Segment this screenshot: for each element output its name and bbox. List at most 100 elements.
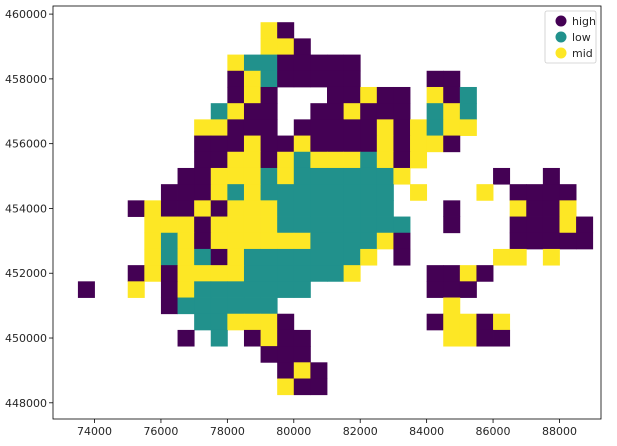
cell-high (210, 248, 228, 266)
cell-low (327, 248, 345, 266)
cell-low (277, 281, 295, 298)
cell-low (160, 232, 178, 250)
cell-high (77, 281, 95, 298)
cell-mid (542, 248, 560, 266)
cell-mid (243, 167, 261, 185)
cell-high (360, 103, 378, 120)
cell-high (260, 86, 278, 104)
cell-mid (194, 265, 212, 282)
cell-mid (443, 329, 461, 347)
cell-high (393, 248, 411, 266)
legend-marker-mid (555, 47, 567, 59)
cell-low (194, 313, 212, 331)
cell-high (277, 135, 295, 153)
cell-high (526, 216, 544, 234)
cell-low (277, 216, 295, 234)
cell-high (542, 216, 560, 234)
cell-mid (376, 232, 394, 250)
cell-high (443, 135, 461, 153)
cell-low (260, 167, 278, 185)
cell-low (310, 167, 328, 185)
cell-mid (210, 184, 228, 201)
cell-mid (277, 38, 295, 55)
cell-mid (227, 54, 245, 72)
cell-high (160, 281, 178, 298)
cell-high (177, 184, 195, 201)
cell-mid (243, 70, 261, 88)
cell-mid (260, 313, 278, 331)
cell-mid (426, 86, 444, 104)
cell-low (327, 216, 345, 234)
cell-mid (443, 297, 461, 315)
cell-mid (243, 86, 261, 104)
cell-mid (393, 167, 411, 185)
cell-low (376, 184, 394, 201)
cell-mid (459, 119, 477, 136)
cell-high (493, 329, 511, 347)
cell-high (277, 22, 295, 39)
cell-mid (343, 151, 361, 169)
cell-low (210, 313, 228, 331)
cell-mid (509, 248, 527, 266)
cell-high (476, 329, 494, 347)
cell-mid (376, 135, 394, 153)
cell-mid (327, 151, 345, 169)
cell-mid (243, 200, 261, 217)
cell-mid (343, 265, 361, 282)
cell-low (260, 248, 278, 266)
cell-high (426, 313, 444, 331)
cell-low (293, 184, 311, 201)
cell-mid (459, 265, 477, 282)
cell-high (393, 86, 411, 104)
cell-high (227, 135, 245, 153)
cell-mid (277, 167, 295, 185)
cell-high (360, 135, 378, 153)
cell-high (343, 54, 361, 72)
cell-mid (243, 151, 261, 169)
cell-high (277, 329, 295, 347)
x-tick-label: 78000 (210, 425, 245, 438)
cell-high (476, 313, 494, 331)
cell-high (393, 232, 411, 250)
cell-low (194, 297, 212, 315)
cell-high (393, 135, 411, 153)
cell-mid (360, 86, 378, 104)
cell-mid (410, 151, 428, 169)
cell-high (343, 135, 361, 153)
cell-low (210, 329, 228, 347)
cell-high (542, 184, 560, 201)
cell-high (260, 135, 278, 153)
cell-low (293, 265, 311, 282)
cell-low (293, 216, 311, 234)
cell-high (277, 346, 295, 363)
cell-mid (227, 200, 245, 217)
cell-low (327, 184, 345, 201)
cell-high (310, 135, 328, 153)
cell-high (310, 103, 328, 120)
cell-low (260, 265, 278, 282)
cell-low (177, 297, 195, 315)
cell-high (343, 86, 361, 104)
cell-high (194, 135, 212, 153)
cell-high (542, 167, 560, 185)
cell-high (542, 232, 560, 250)
cell-low (343, 232, 361, 250)
cell-high (443, 265, 461, 282)
cell-low (243, 54, 261, 72)
cell-low (376, 200, 394, 217)
cell-low (260, 54, 278, 72)
y-tick-label: 448000 (5, 397, 47, 410)
cell-low (310, 184, 328, 201)
cell-mid (260, 38, 278, 55)
cell-high (277, 70, 295, 88)
cell-mid (210, 265, 228, 282)
cell-mid (227, 248, 245, 266)
cell-mid (293, 135, 311, 153)
cell-mid (343, 103, 361, 120)
cell-low (260, 70, 278, 88)
cell-mid (293, 362, 311, 379)
cell-mid (177, 216, 195, 234)
cell-mid (459, 329, 477, 347)
cell-mid (160, 216, 178, 234)
cell-low (310, 216, 328, 234)
